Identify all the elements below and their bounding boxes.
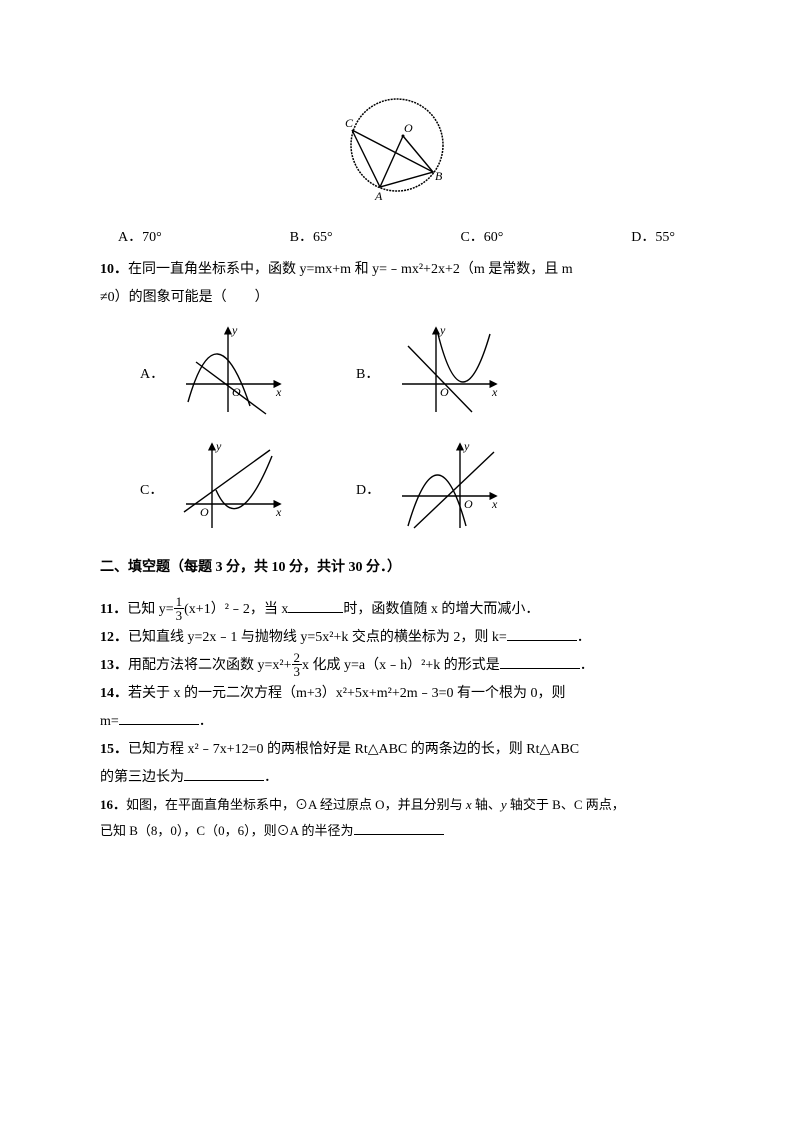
q16-prefix: 已知 B（8，0），C（0，6），则⊙A 的半径为	[100, 823, 354, 838]
q13-frac-den: 3	[292, 665, 303, 678]
q9-choice-d: D．55°	[631, 224, 675, 252]
q10-row-ab: A． y x O B．	[140, 322, 693, 428]
q11-suffix: 时，函数值随 x 的增大而减小．	[343, 602, 539, 617]
q10-text1: 在同一直角坐标系中，函数 y=mx+m 和 y=﹣mx²+2x+2（m 是常数，…	[128, 262, 573, 277]
q15-text1: 已知方程 x²﹣7x+12=0 的两根恰好是 Rt△ABC 的两条边的长，则 R…	[128, 742, 579, 757]
q12-number: 12．	[100, 630, 128, 645]
q11: 11．已知 y=13(x+1）²﹣2，当 x 时，函数值随 x 的增大而减小．	[100, 596, 693, 624]
q10-opt-b: B．	[356, 361, 386, 389]
graph-c-svg: y x O	[178, 438, 288, 533]
q12: 12．已知直线 y=2x﹣1 与抛物线 y=5x²+k 交点的横坐标为 2，则 …	[100, 624, 693, 652]
q10-row-cd: C． y x O D． y	[140, 438, 693, 544]
svg-text:x: x	[275, 385, 282, 399]
svg-text:x: x	[491, 497, 498, 511]
circle-chord-diagram: C A B O	[337, 90, 457, 205]
graph-b: y x O	[394, 322, 504, 428]
q16-b: 轴、	[472, 797, 501, 812]
q11-after: (x+1）²﹣2，当 x	[184, 602, 288, 617]
q11-number: 11．	[100, 602, 127, 617]
section2-title: 二、填空题（每题 3 分，共 10 分，共计 30 分．）	[100, 554, 693, 582]
graph-a: y x O	[178, 322, 288, 428]
q14-text1: 若关于 x 的一元二次方程（m+3）x²+5x+m²+2m﹣3=0 有一个根为 …	[128, 686, 566, 701]
q9-choice-a: A．70°	[118, 224, 162, 252]
q16-a: 如图，在平面直角坐标系中，⊙A 经过原点 O，并且分别与	[126, 797, 466, 812]
q15-line2: 的第三边长为 ．	[100, 764, 693, 792]
graph-c: y x O	[178, 438, 288, 544]
q13-frac: 23	[292, 651, 303, 678]
q13-after: x 化成 y=a（x﹣h）²+k 的形式是	[302, 658, 500, 673]
q9-diagram: C A B O	[100, 90, 693, 216]
q14-line1: 14．若关于 x 的一元二次方程（m+3）x²+5x+m²+2m﹣3=0 有一个…	[100, 680, 693, 708]
svg-text:x: x	[275, 505, 282, 519]
q13-suffix: ．	[580, 658, 594, 673]
q10-number: 10．	[100, 262, 128, 277]
q14-blank[interactable]	[119, 709, 199, 725]
q13-blank[interactable]	[500, 653, 580, 669]
q13-prefix: 用配方法将二次函数 y=x²+	[128, 658, 292, 673]
svg-text:O: O	[464, 497, 473, 511]
q10-opt-d: D．	[356, 477, 386, 505]
svg-text:B: B	[435, 169, 443, 183]
q14-prefix: m=	[100, 714, 119, 729]
svg-text:x: x	[491, 385, 498, 399]
q16-blank[interactable]	[354, 820, 444, 835]
graph-b-svg: y x O	[394, 322, 504, 417]
q15-suffix: ．	[264, 770, 278, 785]
q11-prefix: 已知 y=	[127, 602, 173, 617]
q10-opt-c: C．	[140, 477, 170, 505]
q15-number: 15．	[100, 742, 128, 757]
q16-line2: 已知 B（8，0），C（0，6），则⊙A 的半径为	[100, 818, 693, 844]
q9-choice-c: C．60°	[460, 224, 503, 252]
svg-text:O: O	[440, 385, 449, 399]
q15-prefix: 的第三边长为	[100, 770, 184, 785]
svg-text:C: C	[345, 116, 354, 130]
q14-line2: m= ．	[100, 708, 693, 736]
graph-a-svg: y x O	[178, 322, 288, 417]
q16-line1: 16．如图，在平面直角坐标系中，⊙A 经过原点 O，并且分别与 x 轴、y 轴交…	[100, 792, 693, 818]
q14-number: 14．	[100, 686, 128, 701]
q11-frac-den: 3	[174, 609, 185, 622]
q10-line1: 10．在同一直角坐标系中，函数 y=mx+m 和 y=﹣mx²+2x+2（m 是…	[100, 256, 693, 284]
svg-text:O: O	[200, 505, 209, 519]
q13: 13．用配方法将二次函数 y=x²+23x 化成 y=a（x﹣h）²+k 的形式…	[100, 652, 693, 680]
q13-number: 13．	[100, 658, 128, 673]
q10-line2: ≠0）的图象可能是（ ）	[100, 284, 693, 312]
q12-blank[interactable]	[507, 625, 577, 641]
q9-choices: A．70° B．65° C．60° D．55°	[100, 224, 693, 252]
q15-blank[interactable]	[184, 765, 264, 781]
svg-text:A: A	[374, 189, 383, 203]
q10-opt-a: A．	[140, 361, 170, 389]
q11-frac: 13	[174, 595, 185, 622]
q11-blank[interactable]	[288, 597, 343, 613]
svg-text:y: y	[231, 323, 238, 337]
q16-c: 轴交于 B、C 两点，	[507, 797, 625, 812]
q12-suffix: ．	[577, 630, 591, 645]
svg-text:y: y	[439, 323, 446, 337]
graph-d: y x O	[394, 438, 504, 544]
q16-number: 16．	[100, 797, 126, 812]
q9-choice-b: B．65°	[290, 224, 333, 252]
svg-text:y: y	[215, 439, 222, 453]
q14-suffix: ．	[199, 714, 213, 729]
svg-text:y: y	[463, 439, 470, 453]
q13-frac-num: 2	[292, 651, 303, 665]
q15-line1: 15．已知方程 x²﹣7x+12=0 的两根恰好是 Rt△ABC 的两条边的长，…	[100, 736, 693, 764]
q12-text: 已知直线 y=2x﹣1 与抛物线 y=5x²+k 交点的横坐标为 2，则 k=	[128, 630, 507, 645]
q11-frac-num: 1	[174, 595, 185, 609]
svg-text:O: O	[232, 385, 241, 399]
svg-text:O: O	[404, 121, 413, 135]
graph-d-svg: y x O	[394, 438, 504, 533]
